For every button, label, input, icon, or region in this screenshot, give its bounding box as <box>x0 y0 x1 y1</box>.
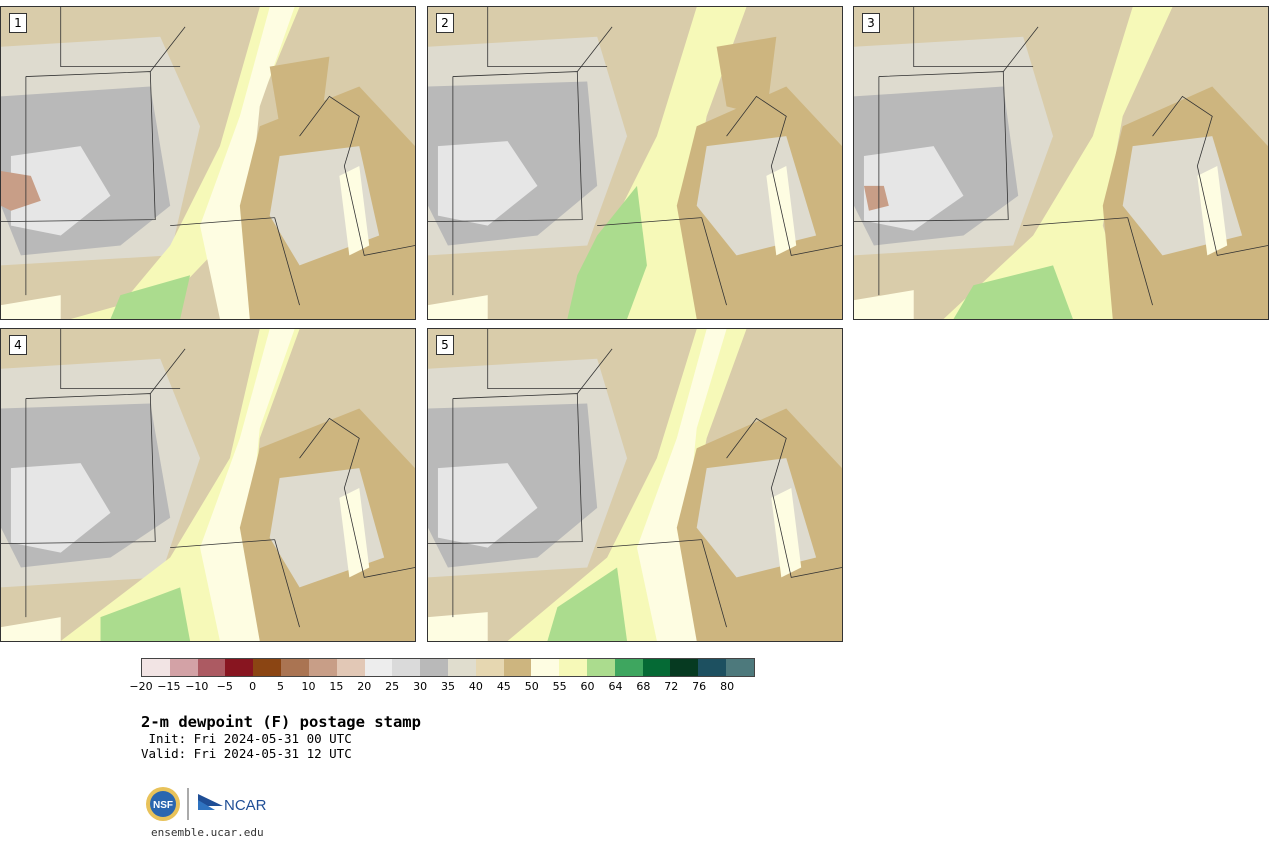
colorbar-tick-label: −5 <box>216 680 233 693</box>
nsf-logo-text: NSF <box>153 800 173 811</box>
colorbar-tick-label: 10 <box>301 680 316 693</box>
colorbar-swatch <box>308 659 337 676</box>
panel-number: 5 <box>436 335 454 355</box>
init-time: Init: Fri 2024-05-31 00 UTC <box>141 731 352 746</box>
colorbar-tick-label: 64 <box>608 680 623 693</box>
nsf-logo: NSF <box>146 787 180 821</box>
colorbar-tick-label: 35 <box>441 680 455 693</box>
colorbar-swatch <box>364 659 393 676</box>
colorbar-swatch <box>726 659 754 676</box>
colorbar-swatch <box>475 659 504 676</box>
colorbar-swatch <box>142 659 170 676</box>
colorbar-swatch <box>587 659 615 676</box>
colorbar-tick-label: 15 <box>329 680 344 693</box>
colorbar-swatch <box>336 659 365 676</box>
ensemble-panel-3: 3 <box>853 6 1269 320</box>
colorbar-tick-label: 25 <box>385 680 400 693</box>
panel-number: 3 <box>862 13 880 33</box>
ncar-logo-text: NCAR <box>224 797 267 814</box>
dewpoint-map <box>1 329 415 641</box>
colorbar-swatch <box>642 659 671 676</box>
ensemble-panel-4: 4 <box>0 328 416 642</box>
ensemble-panel-5: 5 <box>427 328 843 642</box>
colorbar-swatch <box>559 659 587 676</box>
colorbar-tick-label: −20 <box>129 680 153 693</box>
colorbar-swatch <box>225 659 254 676</box>
dewpoint-map <box>428 7 842 319</box>
colorbar-tick-label: 5 <box>277 680 285 693</box>
colorbar-tick-label: 30 <box>413 680 428 693</box>
colorbar-swatch <box>197 659 226 676</box>
colorbar <box>141 658 755 677</box>
colorbar-swatch <box>281 659 309 676</box>
nsf-ncar-logos: NSF NCAR <box>146 787 267 821</box>
ncar-logo: NCAR <box>198 794 267 814</box>
colorbar-tick-label: −10 <box>185 680 209 693</box>
colorbar-swatch <box>698 659 727 676</box>
dewpoint-map <box>854 7 1268 319</box>
colorbar-swatch <box>253 659 282 676</box>
colorbar-tick-label: 45 <box>496 680 511 693</box>
figure-title: 2-m dewpoint (F) postage stamp <box>141 713 421 731</box>
dewpoint-map <box>1 7 415 319</box>
panel-number: 4 <box>9 335 27 355</box>
colorbar-swatch <box>447 659 476 676</box>
ensemble-panel-2: 2 <box>427 6 843 320</box>
colorbar-swatch <box>169 659 198 676</box>
colorbar-tick-label: 76 <box>692 680 707 693</box>
colorbar-tick-label: 68 <box>636 680 651 693</box>
colorbar-swatch <box>531 659 560 676</box>
dewpoint-map <box>428 329 842 641</box>
valid-time: Valid: Fri 2024-05-31 12 UTC <box>141 746 352 761</box>
colorbar-tick-labels: −20 −15 −10 −5 0 5 10 15 20 25 30 35 40 45 50 55 60 64 68 7… <box>129 680 755 696</box>
colorbar-tick-label: 60 <box>580 680 595 693</box>
colorbar-tick-label: 20 <box>357 680 372 693</box>
colorbar-tick-label: 50 <box>524 680 539 693</box>
colorbar-tick-label: 40 <box>468 680 483 693</box>
footer-url: ensemble.ucar.edu <box>151 826 264 839</box>
colorbar-tick-label: −15 <box>157 680 181 693</box>
panel-number: 1 <box>9 13 27 33</box>
colorbar-tick-label: 72 <box>664 680 679 693</box>
colorbar-swatch <box>614 659 643 676</box>
colorbar-tick-label: 80 <box>720 680 735 693</box>
colorbar-swatch <box>392 659 421 676</box>
ensemble-panel-1: 1 <box>0 6 416 320</box>
colorbar-swatch <box>420 659 448 676</box>
colorbar-tick-label: 0 <box>249 680 257 693</box>
colorbar-swatch <box>670 659 699 676</box>
panel-number: 2 <box>436 13 454 33</box>
colorbar-swatch <box>503 659 532 676</box>
colorbar-tick-label: 55 <box>552 680 567 693</box>
